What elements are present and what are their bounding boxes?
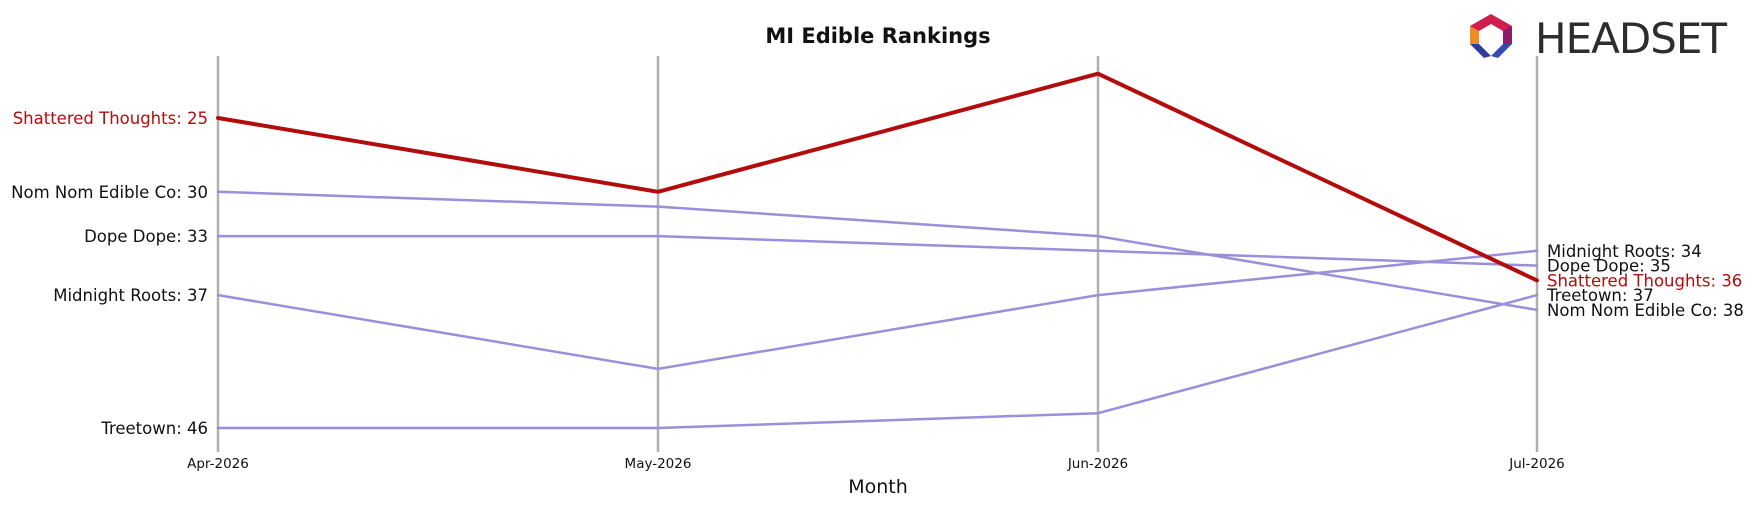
start-label-shattered-thoughts: Shattered Thoughts: 25 — [13, 109, 208, 128]
end-label-midnight-roots: Midnight Roots: 34 — [1547, 242, 1702, 261]
x-tick-label-may-2026: May-2026 — [625, 456, 692, 472]
start-label-nom-nom-edible-co: Nom Nom Edible Co: 30 — [11, 183, 208, 202]
x-tick-label-jun-2026: Jun-2026 — [1067, 456, 1128, 472]
start-label-treetown: Treetown: 46 — [100, 419, 208, 438]
series-labels: Shattered Thoughts: 25 Shattered Thoughts… — [11, 109, 1744, 438]
series-line-nom-nom-edible-co — [216, 190, 1539, 312]
series-line-dope-dope — [216, 234, 1539, 267]
x-tick-label-apr-2026: Apr-2026 — [187, 456, 249, 472]
end-label-nom-nom-edible-co: Nom Nom Edible Co: 38 — [1547, 301, 1744, 320]
series-line-shattered-thoughts — [216, 71, 1539, 283]
x-axis-label: Month — [848, 476, 908, 498]
grid-layer — [216, 56, 1539, 452]
start-label-dope-dope: Dope Dope: 33 — [84, 227, 208, 246]
x-tick-label-jul-2026: Jul-2026 — [1508, 456, 1565, 472]
series-line-treetown — [216, 293, 1539, 430]
end-label-treetown: Treetown: 37 — [1546, 286, 1654, 305]
x-tick-labels: Apr-2026 May-2026 Jun-2026 Jul-2026 — [187, 456, 1565, 472]
logo-text: HEADSET — [1535, 14, 1727, 63]
series-line-midnight-roots — [216, 249, 1539, 371]
headset-hexagon-logo-icon — [1470, 14, 1512, 58]
headset-logo: HEADSET — [1470, 14, 1728, 63]
series-layer — [216, 71, 1539, 430]
start-label-midnight-roots: Midnight Roots: 37 — [53, 286, 208, 305]
chart-title: MI Edible Rankings — [765, 24, 990, 48]
end-label-dope-dope: Dope Dope: 35 — [1547, 257, 1671, 276]
end-label-shattered-thoughts: Shattered Thoughts: 36 — [1547, 271, 1742, 290]
